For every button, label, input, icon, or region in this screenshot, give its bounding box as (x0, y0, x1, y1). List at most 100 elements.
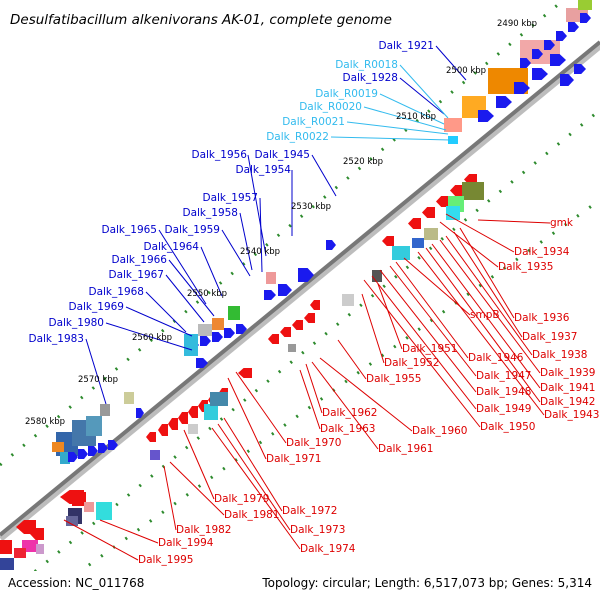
forward-gene-arrow (574, 64, 586, 74)
forward-gene-arrow (200, 336, 211, 346)
leader-line (259, 197, 263, 273)
leader-line (399, 77, 445, 115)
forward-gene-arrow (278, 284, 292, 296)
gene-block (184, 334, 198, 356)
reverse-gene-arrow (178, 412, 188, 424)
gene-block (84, 502, 94, 512)
reverse-gene-arrow (146, 432, 156, 442)
leader-line (211, 427, 301, 550)
scale-label: 2570 kbp (78, 375, 118, 385)
forward-gene-arrow (496, 96, 512, 108)
gene-block (66, 516, 78, 526)
gene-label: Dalk_1974 (300, 543, 356, 555)
forward-gene-arrow (88, 446, 98, 456)
scale-label: 2580 kbp (25, 417, 65, 427)
forward-gene-arrow (108, 440, 118, 450)
gene-block (412, 238, 424, 248)
gene-label: Dalk_1983 (29, 333, 85, 345)
leader-line (431, 243, 541, 389)
reverse-gene-arrow (422, 207, 435, 218)
gene-label: Dalk_R0019 (315, 88, 378, 100)
reverse-gene-arrow (238, 368, 252, 378)
leader-line (227, 377, 267, 460)
gene-label: Dalk_1938 (532, 349, 588, 361)
genome-backbone-shadow (0, 41, 600, 542)
gene-label: Dalk_1957 (203, 192, 259, 204)
gene-block (288, 344, 296, 352)
gene-label: Dalk_1995 (138, 554, 194, 566)
leader-line (477, 219, 551, 224)
gene-block (60, 452, 70, 464)
leader-line (158, 229, 207, 305)
gene-label: Dalk_1981 (224, 509, 280, 521)
gene-label: Dalk_R0022 (266, 131, 329, 143)
gene-label: Dalk_1934 (514, 246, 570, 258)
gene-label: Dalk_1980 (49, 317, 105, 329)
forward-gene-arrow (514, 82, 530, 94)
gene-block (72, 492, 86, 506)
gene-label: Dalk_1959 (165, 224, 221, 236)
leader-line (363, 279, 481, 428)
forward-gene-arrow (136, 408, 144, 418)
reverse-gene-arrow (168, 418, 178, 430)
gene-block (212, 318, 224, 330)
reverse-gene-arrow (158, 424, 168, 436)
tick-track-1 (0, 108, 600, 600)
gene-block (86, 416, 102, 436)
leader-line (371, 275, 477, 410)
gene-label: Dalk_1979 (214, 493, 270, 505)
leader-line (459, 227, 515, 319)
gene-label: Dalk_R0021 (282, 116, 345, 128)
leader-line (169, 461, 225, 516)
gene-label: Dalk_1952 (384, 357, 440, 369)
scale-label-group: 2490 kbp 2500 kbp 2510 kbp 2520 kbp 2530 kbp… (25, 19, 537, 427)
reverse-gene-arrow (16, 520, 36, 534)
leader-line (105, 322, 193, 351)
scale-label: 2490 kbp (497, 19, 537, 29)
gene-label: Dalk_1942 (540, 396, 596, 408)
gene-label: Dalk_1955 (366, 373, 422, 385)
gene-block (188, 424, 198, 434)
gene-block (372, 270, 382, 282)
gene-label-group: Dalk_1921 Dalk_1928 Dalk_1945 Dalk_1954 Dalk… (29, 40, 600, 566)
gene-label: Dalk_1982 (176, 524, 232, 536)
scale-label: 2500 kbp (446, 66, 486, 76)
gene-block (266, 272, 276, 284)
leader-line (346, 121, 449, 135)
gene-label: Dalk_1928 (343, 72, 399, 84)
gene-block (36, 544, 44, 554)
leader-line (299, 369, 321, 430)
leader-line (239, 212, 253, 271)
gene-block (204, 404, 218, 420)
leader-line-group (63, 45, 551, 561)
forward-gene-arrow (78, 449, 88, 459)
forward-gene-arrow (68, 452, 78, 462)
leader-line (63, 519, 139, 561)
gene-label: Dalk_1941 (540, 382, 596, 394)
leader-line (99, 519, 159, 544)
forward-gene-arrow (532, 68, 548, 80)
gene-block (228, 306, 240, 320)
reverse-gene-arrow (450, 185, 463, 196)
reverse-gene-arrow (304, 313, 315, 323)
leader-line (439, 239, 541, 374)
forward-gene-arrow (212, 332, 223, 342)
leader-line (223, 417, 283, 512)
leader-line (379, 269, 477, 393)
gene-label: Dalk_1950 (480, 421, 536, 433)
leader-line (399, 64, 449, 119)
leader-line (417, 251, 545, 416)
gene-block (424, 228, 438, 240)
map-title: Desulfatibacillum alkenivorans AK-01, co… (10, 12, 392, 28)
gene-label: Dalk_1966 (112, 254, 168, 266)
scale-label: 2530 kbp (291, 202, 331, 212)
gene-label: Dalk_1960 (412, 425, 468, 437)
forward-gene-arrow (236, 324, 247, 334)
forward-gene-arrow (520, 58, 531, 68)
reverse-gene-arrow (436, 196, 449, 207)
gene-label: Dalk_1958 (183, 207, 239, 219)
gene-label: Dalk_1967 (109, 269, 165, 281)
gene-label: Dalk_1947 (476, 370, 532, 382)
leader-line (319, 357, 413, 432)
